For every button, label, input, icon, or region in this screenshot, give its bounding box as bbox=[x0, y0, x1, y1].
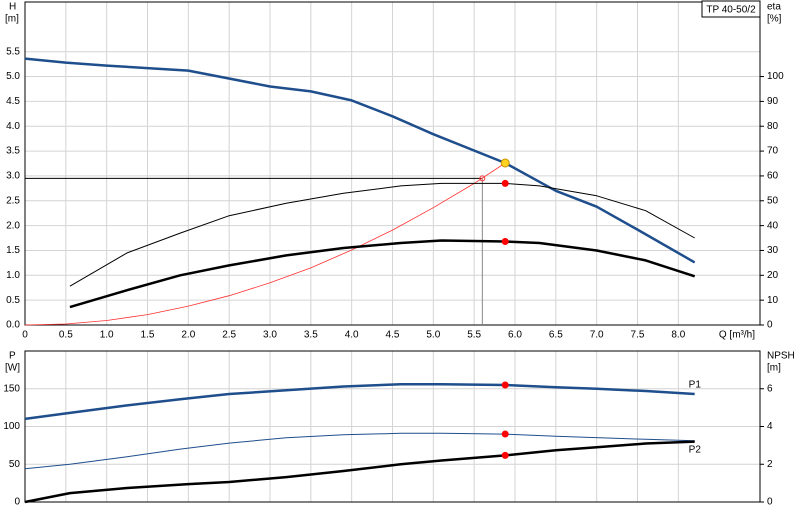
y-tick-label: 3.0 bbox=[6, 171, 20, 182]
y2-tick-label: 40 bbox=[767, 220, 779, 231]
x-tick-label: 3.5 bbox=[304, 330, 318, 341]
y2-tick-label: 6 bbox=[767, 383, 773, 394]
y2-tick-label: 100 bbox=[767, 71, 784, 82]
x-tick-label: 0.5 bbox=[59, 330, 73, 341]
y2-tick-label: 20 bbox=[767, 270, 779, 281]
curve bbox=[24, 57, 696, 264]
y-tick-label: 100 bbox=[3, 421, 20, 432]
y-tick-label: 150 bbox=[3, 383, 20, 394]
reference-point bbox=[479, 175, 486, 182]
x-tick-label: 5.0 bbox=[426, 330, 440, 341]
x-axis-label: Q [m³/h] bbox=[719, 330, 755, 341]
y-tick-label: 4.5 bbox=[6, 96, 20, 107]
y-tick-label: 2.5 bbox=[6, 195, 20, 206]
y2-tick-label: 80 bbox=[767, 121, 779, 132]
operating-point bbox=[501, 179, 509, 187]
y2-axis-label: NPSH bbox=[767, 351, 795, 362]
x-tick-label: 8.0 bbox=[671, 330, 685, 341]
y2-tick-label: 0 bbox=[767, 497, 773, 508]
y-tick-label: 0.5 bbox=[6, 295, 20, 306]
x-tick-label: 7.5 bbox=[631, 330, 645, 341]
curve bbox=[69, 239, 696, 309]
y-axis-label: H bbox=[9, 2, 16, 13]
operating-point bbox=[501, 238, 509, 246]
y2-axis-unit: [m] bbox=[767, 363, 781, 374]
x-tick-label: 4.0 bbox=[345, 330, 359, 341]
x-tick-label: 4.5 bbox=[386, 330, 400, 341]
legend-box bbox=[701, 0, 761, 18]
plot-frame bbox=[24, 350, 761, 503]
y-tick-label: 0 bbox=[14, 497, 20, 508]
x-tick-label: 2.5 bbox=[222, 330, 236, 341]
x-tick-label: 2.0 bbox=[181, 330, 195, 341]
y2-tick-label: 60 bbox=[767, 171, 779, 182]
y2-tick-label: 70 bbox=[767, 146, 779, 157]
curve bbox=[24, 162, 506, 326]
operating-point bbox=[501, 430, 509, 438]
y2-axis-label: eta bbox=[767, 2, 781, 13]
y2-tick-label: 30 bbox=[767, 245, 779, 256]
x-tick-label: 0 bbox=[22, 330, 28, 341]
y-tick-label: 3.5 bbox=[6, 146, 20, 157]
duty-point bbox=[500, 158, 510, 168]
x-tick-label: 6.0 bbox=[508, 330, 522, 341]
y2-tick-label: 2 bbox=[767, 459, 773, 470]
y-axis-unit: [W] bbox=[5, 363, 20, 374]
series-label: P2 bbox=[689, 444, 702, 455]
y2-tick-label: 4 bbox=[767, 421, 773, 432]
y-tick-label: 2.0 bbox=[6, 220, 20, 231]
y-axis-label: P bbox=[9, 351, 16, 362]
y2-tick-label: 10 bbox=[767, 295, 779, 306]
y2-tick-label: 0 bbox=[767, 320, 773, 331]
y-tick-label: 5.5 bbox=[6, 46, 20, 57]
y2-tick-label: 90 bbox=[767, 96, 779, 107]
legend-title: TP 40-50/2 bbox=[706, 5, 756, 16]
y-tick-label: 4.0 bbox=[6, 121, 20, 132]
curve bbox=[24, 432, 695, 470]
operating-point bbox=[501, 381, 509, 389]
x-tick-label: 5.5 bbox=[467, 330, 481, 341]
x-tick-label: 3.0 bbox=[263, 330, 277, 341]
plot-frame bbox=[24, 1, 761, 326]
y2-axis-unit: [%] bbox=[767, 14, 782, 25]
x-tick-label: 1.0 bbox=[100, 330, 114, 341]
y-tick-label: 50 bbox=[9, 459, 21, 470]
series-label: P1 bbox=[689, 380, 702, 391]
curve bbox=[69, 182, 695, 287]
y-tick-label: 5.0 bbox=[6, 71, 20, 82]
y-axis-unit: [m] bbox=[5, 14, 19, 25]
y-tick-label: 1.5 bbox=[6, 245, 20, 256]
y-tick-label: 0.0 bbox=[6, 320, 20, 331]
x-tick-label: 6.5 bbox=[549, 330, 563, 341]
operating-point bbox=[501, 451, 509, 459]
curve bbox=[24, 382, 695, 421]
x-tick-label: 7.0 bbox=[590, 330, 604, 341]
curve bbox=[24, 440, 695, 504]
y2-tick-label: 50 bbox=[767, 195, 779, 206]
legend: TP 40-50/2 bbox=[701, 0, 761, 18]
y-tick-label: 1.0 bbox=[6, 270, 20, 281]
x-tick-label: 1.5 bbox=[141, 330, 155, 341]
